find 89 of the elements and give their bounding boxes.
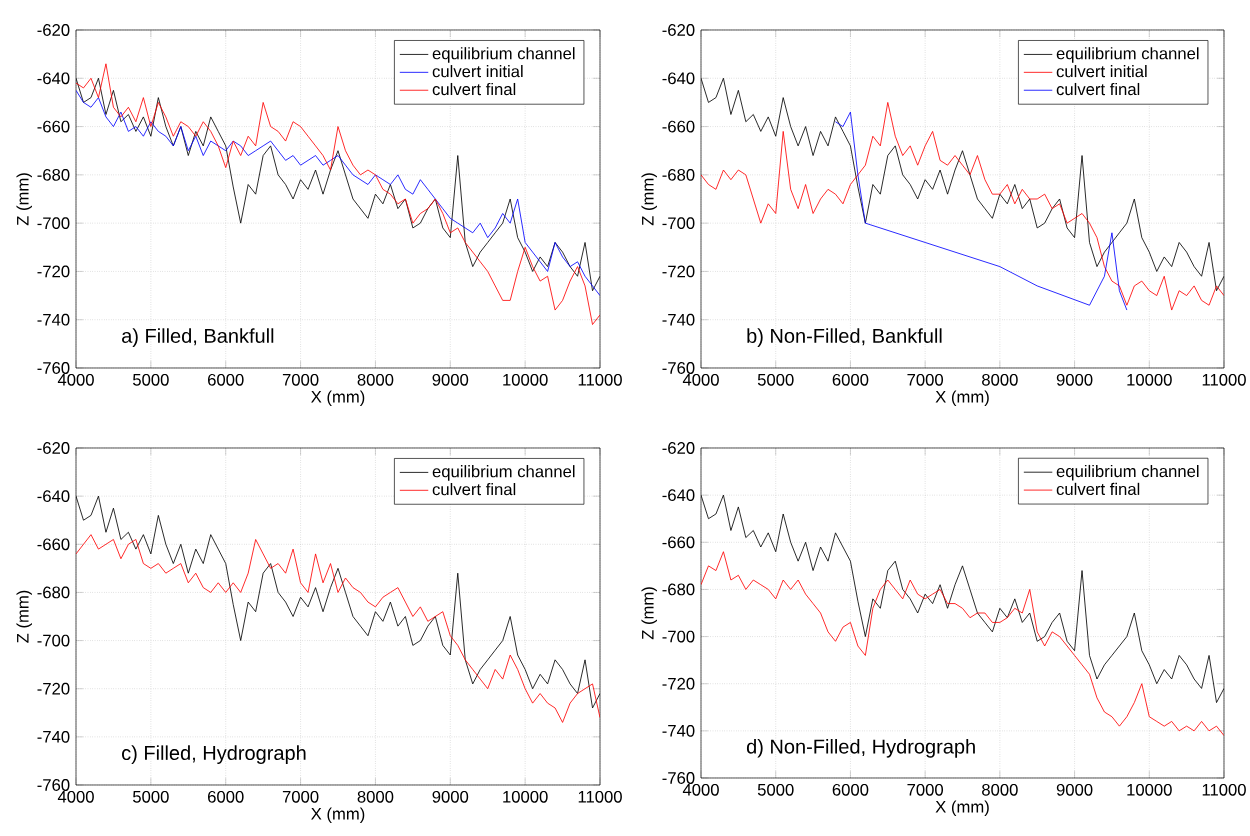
x-tick-label: 5000 <box>757 783 794 796</box>
legend-label: culvert final <box>1056 482 1140 496</box>
y-tick-label: -720 <box>662 265 695 278</box>
y-tick-label: -620 <box>662 442 695 454</box>
x-tick-label: 6000 <box>208 790 244 803</box>
x-tick-label: 10000 <box>503 373 548 386</box>
legend-label: culvert initial <box>432 65 523 78</box>
legend-label: culvert final <box>432 82 516 96</box>
y-tick-label: -660 <box>37 120 70 133</box>
x-tick-label: 9000 <box>1056 783 1093 796</box>
x-tick-label: 10000 <box>503 790 548 803</box>
annotation: b) Non-Filled, Bankfull <box>747 328 942 347</box>
x-tick-label: 11000 <box>578 373 622 386</box>
legend-label: equilibrium channel <box>1056 464 1199 481</box>
legend-label: culvert final <box>432 483 516 496</box>
y-tick-label: -740 <box>662 313 695 326</box>
y-tick-label: -740 <box>37 730 70 743</box>
legend-label: culvert final <box>1056 82 1140 96</box>
x-axis-title: X (mm) <box>311 807 365 823</box>
x-axis-title: X (mm) <box>935 390 989 406</box>
x-tick-label: 5000 <box>133 373 169 386</box>
annotation: d) Non-Filled, Hydrograph <box>746 738 975 758</box>
y-tick-label: -620 <box>37 442 70 454</box>
x-tick-label: 5000 <box>757 373 794 386</box>
x-tick-label: 7000 <box>907 783 944 796</box>
y-tick-label: -640 <box>662 72 695 85</box>
y-tick-label: -760 <box>37 779 70 791</box>
y-axis-title: Z (mm) <box>641 587 657 640</box>
x-axis-title: X (mm) <box>935 800 989 816</box>
y-tick-label: -640 <box>37 72 70 85</box>
x-tick-label: 6000 <box>832 783 869 796</box>
x-tick-label: 8000 <box>357 790 394 803</box>
y-tick-label: -660 <box>37 538 70 551</box>
y-tick-label: -620 <box>662 24 695 36</box>
legend-label: culvert initial <box>1056 65 1147 78</box>
x-tick-label: 4000 <box>57 373 94 386</box>
legend-label: equilibrium channel <box>432 465 575 481</box>
y-axis-title: Z (mm) <box>16 173 32 226</box>
y-tick-label: -740 <box>37 313 70 326</box>
y-tick-label: -760 <box>37 362 70 374</box>
y-axis-title: Z (mm) <box>16 590 32 643</box>
x-tick-label: 6000 <box>832 373 869 386</box>
x-tick-label: 6000 <box>208 373 244 386</box>
y-tick-label: -620 <box>37 24 70 36</box>
x-tick-label: 7000 <box>907 373 944 386</box>
y-tick-label: -700 <box>662 630 695 643</box>
y-tick-label: -700 <box>37 217 70 230</box>
legend-label: equilibrium channel <box>432 47 575 63</box>
x-tick-label: 11000 <box>1202 373 1246 386</box>
x-tick-label: 8000 <box>982 783 1018 796</box>
annotation: c) Filled, Hydrograph <box>122 745 306 764</box>
y-tick-label: -760 <box>662 362 695 374</box>
x-tick-label: 11000 <box>1202 783 1246 796</box>
legend-label: equilibrium channel <box>1056 47 1199 63</box>
x-tick-label: 4000 <box>682 783 719 796</box>
line-series <box>76 63 601 325</box>
x-tick-label: 8000 <box>982 373 1018 386</box>
y-tick-label: -740 <box>662 724 695 737</box>
y-tick-label: -680 <box>37 586 70 599</box>
x-tick-label: 9000 <box>432 790 469 803</box>
y-tick-label: -640 <box>662 489 695 502</box>
x-tick-label: 10000 <box>1127 783 1172 796</box>
x-tick-label: 5000 <box>133 790 169 803</box>
line-series <box>701 551 1224 736</box>
y-tick-label: -640 <box>37 490 70 503</box>
y-tick-label: -680 <box>662 168 695 181</box>
line-series <box>76 534 601 723</box>
y-tick-label: -660 <box>662 536 695 549</box>
x-tick-label: 7000 <box>282 373 319 386</box>
annotation: a) Filled, Bankfull <box>122 328 274 347</box>
y-tick-label: -720 <box>37 265 70 278</box>
y-axis-title: Z (mm) <box>641 173 657 226</box>
x-tick-label: 7000 <box>282 790 319 803</box>
y-tick-label: -700 <box>662 217 695 230</box>
y-tick-label: -720 <box>662 677 695 690</box>
y-tick-label: -680 <box>662 583 695 596</box>
y-tick-label: -680 <box>37 168 70 181</box>
x-tick-label: 11000 <box>578 790 622 803</box>
y-tick-label: -720 <box>37 682 70 695</box>
x-tick-label: 9000 <box>1056 373 1093 386</box>
x-axis-title: X (mm) <box>311 390 365 406</box>
x-tick-label: 4000 <box>682 373 719 386</box>
x-tick-label: 8000 <box>357 373 394 386</box>
x-tick-label: 9000 <box>432 373 469 386</box>
x-tick-label: 4000 <box>57 790 94 803</box>
y-tick-label: -660 <box>662 120 695 133</box>
x-tick-label: 10000 <box>1127 373 1172 386</box>
y-tick-label: -760 <box>662 772 695 784</box>
y-tick-label: -700 <box>37 634 70 647</box>
